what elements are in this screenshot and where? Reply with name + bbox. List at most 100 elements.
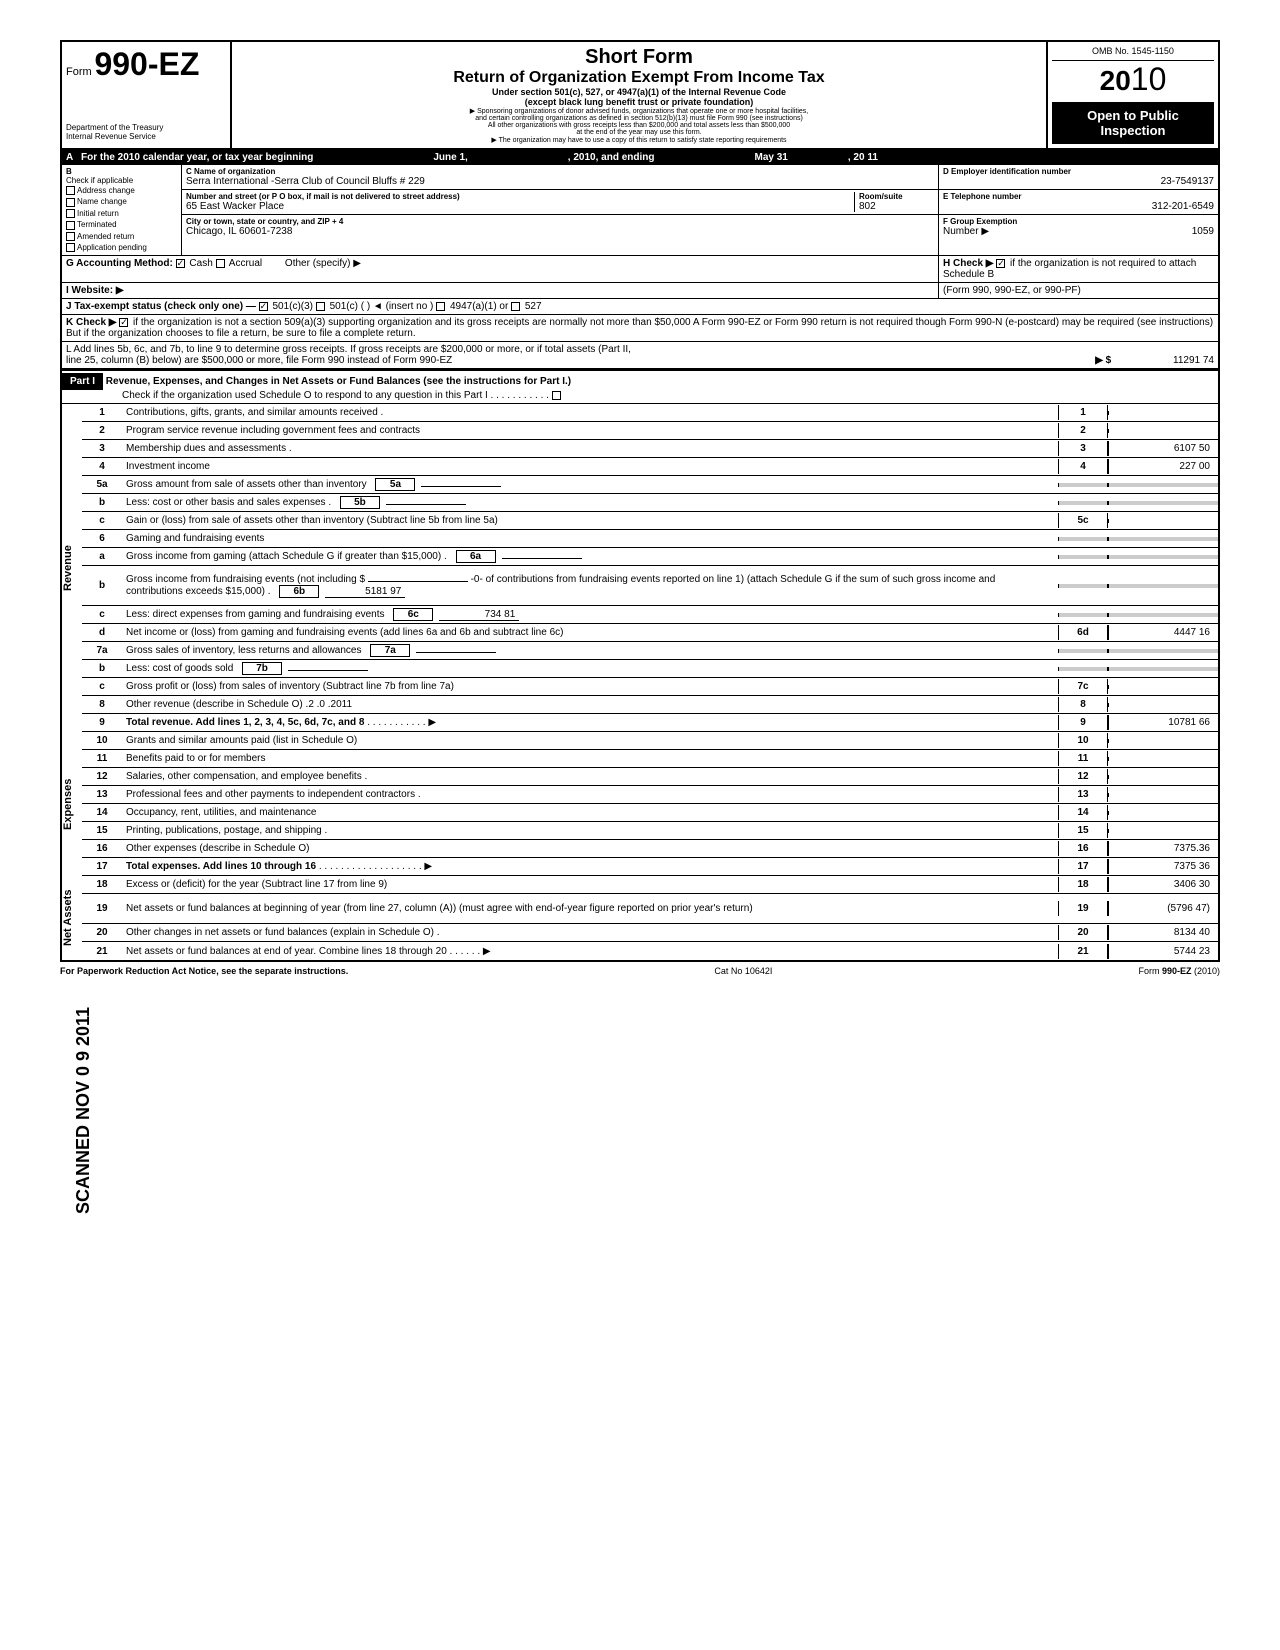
end-year: , 20 11 [848, 152, 878, 163]
b-label: B [66, 167, 177, 176]
room: 802 [859, 201, 934, 212]
note1: ▶ Sponsoring organizations of donor advi… [240, 107, 1038, 115]
check-initial[interactable]: Initial return [66, 208, 177, 219]
org-name: Serra International -Serra Club of Counc… [186, 176, 934, 187]
check-terminated[interactable]: Terminated [66, 219, 177, 230]
dept-irs: Internal Revenue Service [66, 132, 226, 141]
title-short-form: Short Form [240, 46, 1038, 69]
title-return: Return of Organization Exempt From Incom… [240, 69, 1038, 87]
check-pending[interactable]: Application pending [66, 242, 177, 253]
addr: 65 East Wacker Place [186, 201, 854, 212]
part1-title: Revenue, Expenses, and Changes in Net As… [106, 376, 571, 387]
year-prefix: 20 [1100, 65, 1131, 96]
netassets-label: Net Assets [62, 876, 82, 960]
l-row: L Add lines 5b, 6c, and 7b, to line 9 to… [62, 341, 1218, 369]
room-label: Room/suite [859, 192, 934, 201]
open-public: Open to Public Inspection [1052, 102, 1214, 144]
c-row: C Name of organization Serra Internation… [182, 165, 938, 190]
form-container: Form 990-EZ Department of the Treasury I… [60, 40, 1220, 980]
g-row: G Accounting Method: Cash Accrual Other … [62, 256, 1218, 283]
j-501c3-check[interactable] [259, 302, 268, 311]
note5: ▶ The organization may have to use a cop… [240, 136, 1038, 144]
revenue-label: Revenue [62, 404, 82, 732]
scanned-stamp: SCANNED NOV 0 9 2011 [73, 1007, 94, 1214]
begin-date: June 1, [433, 152, 467, 163]
h-label: H Check ▶ [943, 258, 993, 269]
check-name[interactable]: Name change [66, 196, 177, 207]
expenses-section: Expenses 10Grants and similar amounts pa… [60, 732, 1220, 876]
omb-number: OMB No. 1545-1150 [1052, 46, 1214, 61]
form-number: 990-EZ [94, 46, 199, 82]
check-amended[interactable]: Amended return [66, 231, 177, 242]
check-address[interactable]: Address change [66, 185, 177, 196]
header-left: Form 990-EZ Department of the Treasury I… [62, 42, 232, 148]
note3: All other organizations with gross recei… [240, 122, 1038, 129]
netassets-section: Net Assets 18Excess or (deficit) for the… [60, 876, 1220, 962]
g-label: G Accounting Method: [66, 258, 173, 269]
f-number: Number ▶ [943, 226, 989, 237]
l-amount: 11291 74 [1114, 355, 1214, 366]
city-row: City or town, state or country, and ZIP … [182, 215, 938, 239]
org-section: C Name of organization Serra Internation… [182, 165, 938, 255]
revenue-section: Revenue 1Contributions, gifts, grants, a… [60, 404, 1220, 732]
ein: 23-7549137 [943, 176, 1214, 187]
cash-checkbox[interactable] [176, 259, 185, 268]
subtitle1: Under section 501(c), 527, or 4947(a)(1)… [240, 87, 1038, 97]
c-label: C Name of organization [186, 167, 934, 176]
h-checkbox[interactable] [996, 259, 1005, 268]
addr-row: Number and street (or P O box, if mail i… [182, 190, 938, 215]
end-date: May 31 [755, 152, 788, 163]
k-text: if the organization is not a section 509… [66, 317, 1213, 339]
note2: and certain controlling organizations as… [240, 115, 1038, 122]
h-form: (Form 990, 990-EZ, or 990-PF) [938, 283, 1218, 298]
expenses-label: Expenses [62, 732, 82, 876]
i-label: I Website: ▶ [66, 285, 124, 296]
f-label: F Group Exemption [943, 217, 1214, 226]
footer-left: For Paperwork Reduction Act Notice, see … [60, 966, 348, 976]
k-checkbox[interactable] [119, 318, 128, 327]
d-cell: D Employer identification number 23-7549… [939, 165, 1218, 190]
j-4947-check[interactable] [436, 302, 445, 311]
k-label: K Check ▶ [66, 317, 116, 328]
phone: 312-201-6549 [943, 201, 1214, 212]
part1-label: Part I [62, 373, 103, 390]
row-a: A For the 2010 calendar year, or tax yea… [62, 150, 1218, 165]
group-num: 1059 [1192, 226, 1214, 237]
part1-checkbox[interactable] [552, 391, 561, 400]
footer-mid: Cat No 10642I [714, 966, 772, 976]
l-text2: line 25, column (B) below) are $500,000 … [66, 355, 452, 366]
org-info-row: B Check if applicable Address change Nam… [62, 165, 1218, 256]
header-right: OMB No. 1545-1150 2010 Open to Public In… [1048, 42, 1218, 148]
subtitle2: (except black lung benefit trust or priv… [240, 97, 1038, 107]
year-suffix: 10 [1131, 61, 1167, 97]
e-label: E Telephone number [943, 192, 1214, 201]
j-527-check[interactable] [511, 302, 520, 311]
e-cell: E Telephone number 312-201-6549 [939, 190, 1218, 215]
j-label: J Tax-exempt status (check only one) — [66, 301, 256, 312]
note4: at the end of the year may use this form… [240, 129, 1038, 136]
footer-right: Form 990-EZ (2010) [1138, 966, 1220, 976]
section-a: A For the 2010 calendar year, or tax yea… [60, 150, 1220, 371]
right-column: D Employer identification number 23-7549… [938, 165, 1218, 255]
part1-check: Check if the organization used Schedule … [62, 390, 1218, 401]
dept-treasury: Department of the Treasury [66, 123, 226, 132]
i-row: I Website: ▶ (Form 990, 990-EZ, or 990-P… [62, 283, 1218, 299]
j-row: J Tax-exempt status (check only one) — 5… [62, 299, 1218, 315]
j-501c-check[interactable] [316, 302, 325, 311]
accrual-checkbox[interactable] [216, 259, 225, 268]
l-text: L Add lines 5b, 6c, and 7b, to line 9 to… [66, 344, 1214, 355]
d-label: D Employer identification number [943, 167, 1214, 176]
tax-year: 2010 [1052, 61, 1214, 98]
addr-label: Number and street (or P O box, if mail i… [186, 192, 854, 201]
check-column: B Check if applicable Address change Nam… [62, 165, 182, 255]
header-center: Short Form Return of Organization Exempt… [232, 42, 1048, 148]
form-prefix: Form [66, 66, 92, 78]
k-row: K Check ▶ if the organization is not a s… [62, 315, 1218, 341]
part1-header: Part I Revenue, Expenses, and Changes in… [60, 371, 1220, 404]
check-applicable: Check if applicable [66, 176, 177, 185]
city-label: City or town, state or country, and ZIP … [186, 217, 934, 226]
footer: For Paperwork Reduction Act Notice, see … [60, 962, 1220, 980]
f-cell: F Group Exemption Number ▶ 1059 [939, 215, 1218, 239]
mid-text: , 2010, and ending [568, 152, 655, 163]
form-header: Form 990-EZ Department of the Treasury I… [60, 40, 1220, 150]
